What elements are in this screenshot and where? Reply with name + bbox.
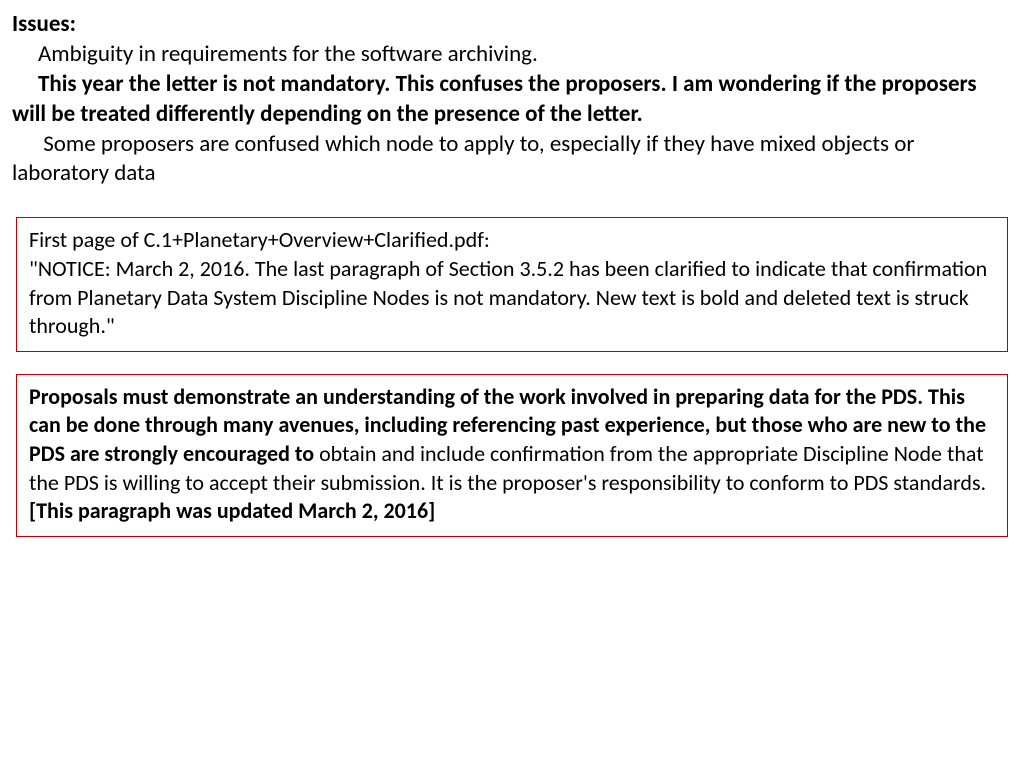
issues-line-2: This year the letter is not mandatory. T… [12, 70, 1012, 130]
notice-box-2: Proposals must demonstrate an understand… [16, 374, 1008, 537]
issues-label: Issues: [12, 10, 1012, 40]
issues-line-1: Ambiguity in requirements for the softwa… [12, 40, 1012, 70]
issues-label-text: Issues: [12, 10, 76, 38]
issues-line-1-text: Ambiguity in requirements for the softwa… [12, 40, 538, 68]
box1-line1: First page of C.1+Planetary+Overview+Cla… [29, 226, 995, 255]
issues-line-3: Some proposers are confused which node t… [12, 130, 1012, 190]
issues-line-3-text: Some proposers are confused which node t… [12, 130, 914, 188]
box2-bold-tail: [This paragraph was updated March 2, 201… [29, 497, 435, 524]
notice-box-1: First page of C.1+Planetary+Overview+Cla… [16, 217, 1008, 351]
issues-section: Issues: Ambiguity in requirements for th… [12, 10, 1012, 189]
issues-line-2-text: This year the letter is not mandatory. T… [12, 70, 977, 128]
box1-line2: "NOTICE: March 2, 2016. The last paragra… [29, 255, 995, 341]
